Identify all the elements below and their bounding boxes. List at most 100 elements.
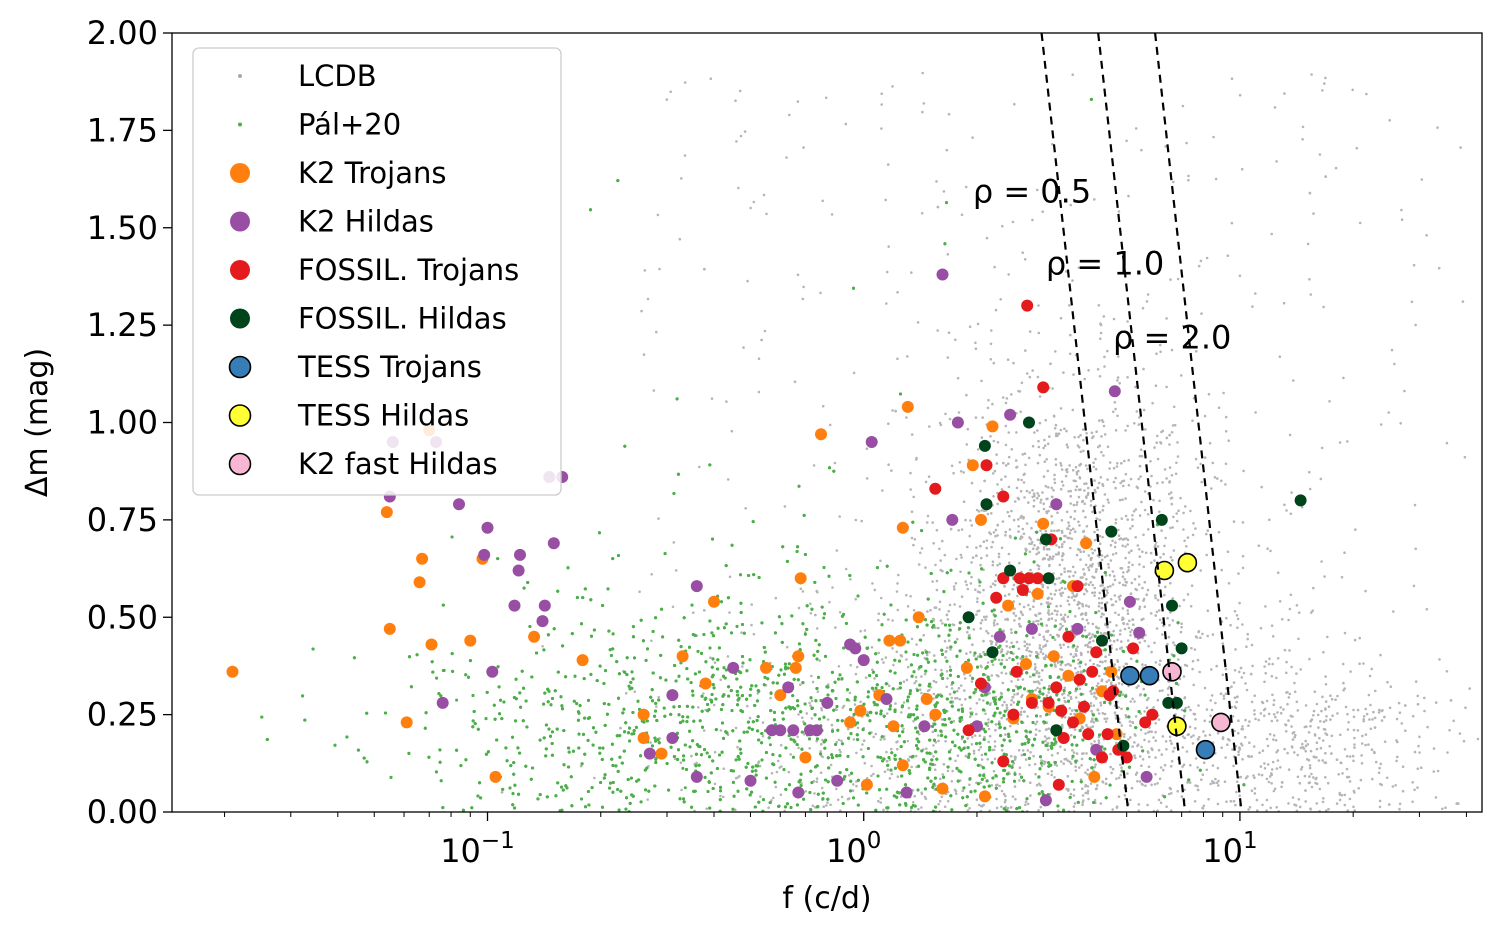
lcdb-point	[1081, 787, 1084, 790]
lcdb-point	[1082, 529, 1086, 533]
lcdb-point	[1085, 724, 1088, 727]
lcdb-point	[1069, 515, 1073, 519]
lcdb-point	[1020, 753, 1024, 757]
lcdb-point	[1079, 558, 1082, 561]
lcdb-point	[1106, 625, 1109, 629]
lcdb-point	[1183, 539, 1186, 543]
lcdb-point	[1052, 488, 1055, 492]
lcdb-point	[1215, 781, 1219, 785]
lcdb-point	[1138, 563, 1141, 566]
lcdb-point	[1099, 660, 1102, 663]
lcdb-point	[1105, 589, 1109, 592]
lcdb-point	[1115, 648, 1118, 651]
lcdb-point	[1097, 555, 1101, 559]
lcdb-point	[1036, 188, 1039, 192]
lcdb-point	[1349, 670, 1352, 673]
lcdb-point	[1005, 644, 1008, 648]
lcdb-point	[1097, 597, 1101, 600]
lcdb-point	[926, 514, 930, 518]
lcdb-point	[1226, 550, 1230, 554]
lcdb-point	[1122, 571, 1125, 574]
lcdb-point	[863, 629, 867, 632]
lcdb-point	[1275, 676, 1278, 680]
lcdb-point	[1158, 689, 1162, 693]
lcdb-point	[1432, 770, 1436, 773]
lcdb-point	[1320, 709, 1323, 713]
lcdb-point	[1103, 632, 1106, 635]
lcdb-point	[1120, 683, 1124, 686]
lcdb-point	[1091, 583, 1095, 587]
lcdb-point	[703, 267, 706, 271]
lcdb-point	[1046, 442, 1050, 446]
lcdb-point	[1012, 600, 1016, 603]
lcdb-point	[813, 806, 817, 809]
lcdb-point	[947, 609, 950, 613]
lcdb-point	[1312, 586, 1315, 590]
lcdb-point	[1039, 498, 1043, 502]
lcdb-point	[1083, 482, 1086, 486]
lcdb-point	[997, 675, 1000, 678]
lcdb-point	[1087, 369, 1090, 372]
lcdb-point	[1118, 647, 1122, 650]
lcdb-point	[1315, 802, 1319, 805]
lcdb-point	[991, 472, 995, 475]
lcdb-point	[650, 573, 653, 576]
lcdb-point	[1301, 742, 1304, 746]
lcdb-point	[1131, 514, 1134, 517]
lcdb-point	[1198, 670, 1201, 674]
lcdb-point	[1313, 690, 1317, 693]
lcdb-point	[896, 582, 899, 585]
lcdb-point	[1122, 735, 1126, 738]
lcdb-point	[1069, 762, 1073, 765]
lcdb-point	[1121, 693, 1125, 696]
lcdb-point	[1010, 631, 1013, 634]
lcdb-point	[1398, 807, 1401, 811]
lcdb-point	[1140, 618, 1143, 622]
lcdb-point	[1004, 530, 1007, 534]
lcdb-point	[1066, 662, 1070, 666]
lcdb-point	[1326, 635, 1329, 639]
lcdb-point	[1120, 517, 1124, 520]
lcdb-point	[1158, 618, 1162, 622]
lcdb-point	[1130, 549, 1133, 552]
lcdb-point	[1061, 591, 1065, 595]
lcdb-point	[1154, 772, 1157, 776]
lcdb-point	[1340, 793, 1344, 797]
lcdb-point	[1289, 593, 1293, 597]
lcdb-point	[1328, 745, 1331, 748]
lcdb-point	[1301, 125, 1305, 129]
lcdb-point	[979, 804, 983, 808]
lcdb-point	[1109, 584, 1112, 588]
lcdb-point	[1059, 461, 1062, 465]
lcdb-point	[1170, 759, 1174, 763]
lcdb-point	[1330, 734, 1334, 738]
lcdb-point	[980, 619, 984, 622]
lcdb-point	[1411, 781, 1414, 784]
lcdb-point	[887, 618, 890, 621]
lcdb-point	[1352, 759, 1355, 763]
lcdb-point	[888, 758, 892, 762]
lcdb-point	[1311, 609, 1314, 612]
lcdb-point	[1094, 457, 1097, 461]
lcdb-point	[1006, 806, 1010, 810]
lcdb-point	[1075, 503, 1078, 507]
lcdb-point	[1206, 609, 1210, 612]
lcdb-point	[1103, 493, 1107, 496]
lcdb-point	[1285, 509, 1288, 512]
lcdb-point	[1069, 333, 1072, 337]
lcdb-point	[1081, 602, 1084, 606]
lcdb-point	[1001, 681, 1005, 685]
lcdb-point	[1077, 520, 1080, 524]
lcdb-point	[905, 416, 908, 419]
lcdb-point	[650, 639, 653, 643]
lcdb-point	[937, 739, 940, 743]
lcdb-point	[960, 528, 964, 531]
lcdb-point	[1190, 584, 1194, 587]
lcdb-point	[1066, 446, 1070, 449]
lcdb-point	[1017, 518, 1020, 521]
lcdb-point	[906, 739, 910, 743]
lcdb-point	[1020, 381, 1024, 385]
lcdb-point	[1009, 628, 1013, 631]
lcdb-point	[929, 608, 932, 612]
lcdb-point	[913, 681, 916, 685]
